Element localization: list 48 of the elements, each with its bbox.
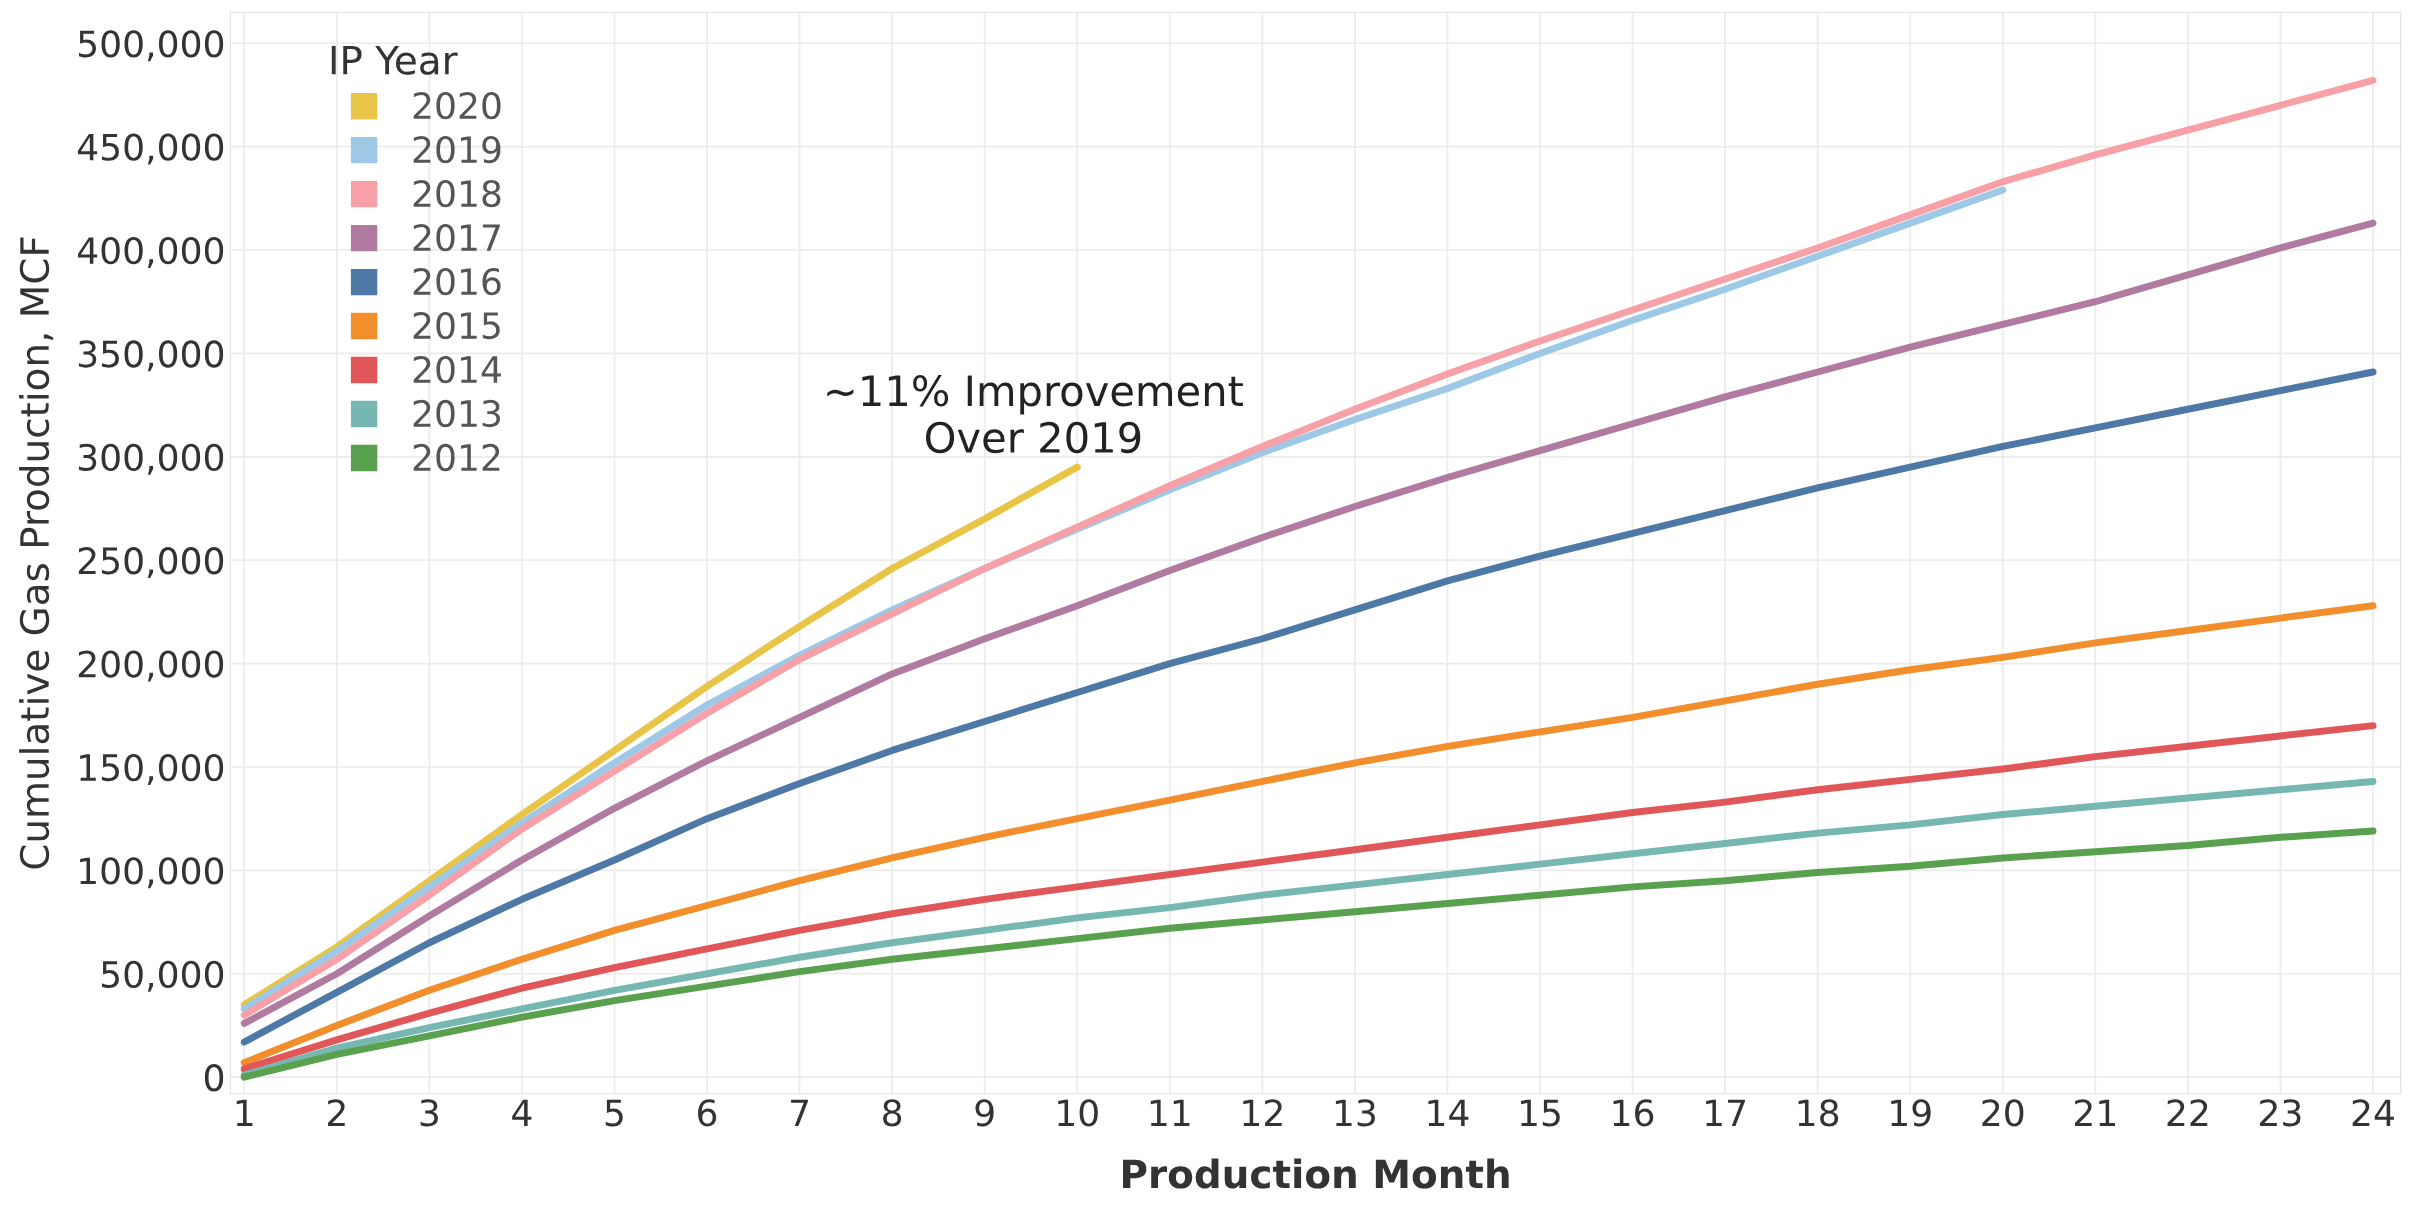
y-tick-label: 400,000	[77, 236, 224, 268]
x-tick-label: 18	[1798, 1099, 1839, 1127]
y-tick-label: 100,000	[80, 857, 224, 889]
x-tick-label: 2	[327, 1099, 345, 1126]
y-tick-label: 250,000	[78, 547, 224, 579]
annotation: ~11% Improvement Over 2019	[827, 375, 1243, 454]
x-tick-label: 7	[791, 1099, 808, 1126]
x-tick-label: 9	[975, 1099, 994, 1127]
x-tick-label: 13	[1335, 1099, 1375, 1127]
x-tick-label: 17	[1706, 1099, 1745, 1126]
x-tick-label: 11	[1150, 1099, 1190, 1126]
legend-label: 2019	[413, 136, 501, 164]
legend-label: 2020	[413, 92, 501, 120]
x-tick-label: 12	[1243, 1099, 1282, 1126]
y-tick-label: 450,000	[77, 133, 224, 165]
x-tick-label: 5	[605, 1099, 623, 1127]
y-axis-title: Cumulative Gas Production, MCF	[19, 237, 54, 869]
x-tick-label: 21	[2074, 1099, 2115, 1126]
x-tick-label: 3	[420, 1099, 438, 1127]
legend-label: 2014	[413, 355, 501, 384]
x-tick-label: 16	[1613, 1099, 1654, 1127]
legend-label: 2012	[413, 443, 500, 472]
y-tick-label: 350,000	[78, 340, 224, 372]
x-tick-label: 1	[236, 1099, 253, 1126]
y-tick-label: 300,000	[78, 443, 224, 475]
y-tick-label: 500,000	[78, 30, 224, 62]
x-tick-label: 23	[2260, 1099, 2301, 1127]
x-tick-label: 22	[2167, 1099, 2208, 1126]
x-tick-label: 15	[1521, 1099, 1560, 1127]
y-tick-label: 200,000	[78, 650, 224, 682]
x-tick-label: 19	[1891, 1099, 1931, 1127]
x-tick-label: 4	[512, 1099, 532, 1126]
x-tick-label: 10	[1058, 1099, 1098, 1127]
legend-label: 2016	[413, 267, 501, 296]
y-tick-label: 50,000	[101, 960, 224, 992]
y-tick-label: 150,000	[80, 753, 224, 785]
legend-label: 2018	[413, 179, 501, 208]
legend-label: 2017	[413, 223, 500, 252]
legend-title: IP Year	[331, 45, 458, 75]
x-tick-label: 20	[1982, 1099, 2024, 1127]
x-axis-title: Production Month	[1123, 1158, 1509, 1189]
x-tick-label: 24	[2352, 1099, 2394, 1126]
legend-label: 2015	[413, 311, 500, 340]
x-tick-label: 6	[698, 1099, 717, 1127]
x-tick-label: 14	[1428, 1099, 1469, 1126]
y-tick-label: 0	[204, 1064, 224, 1092]
legend-label: 2013	[413, 399, 501, 428]
x-tick-label: 8	[883, 1099, 902, 1127]
